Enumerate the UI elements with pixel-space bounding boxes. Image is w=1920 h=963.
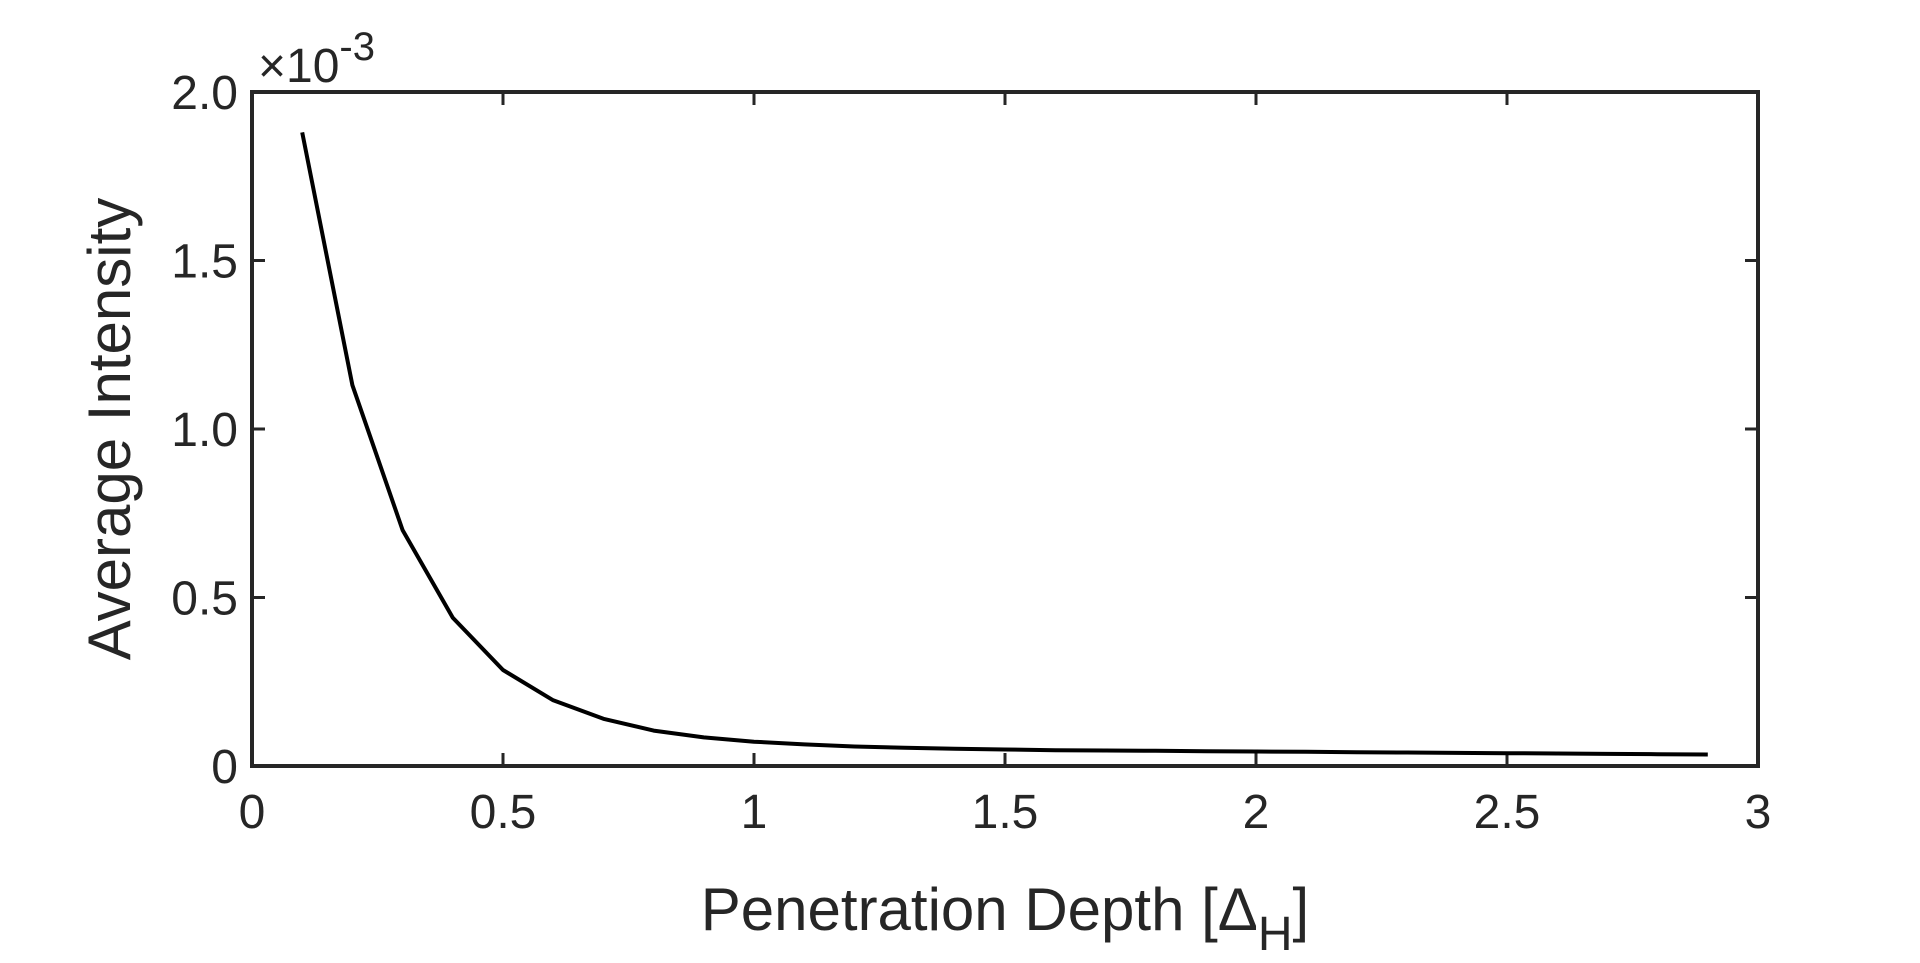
x-tick-label: 3 (1745, 786, 1772, 839)
x-tick-label: 2.5 (1474, 786, 1541, 839)
x-tick-label: 0 (239, 786, 266, 839)
x-axis-label-subscript: H (1258, 908, 1293, 961)
y-axis-label: Average Intensity (76, 198, 143, 661)
y-tick-label: 1.0 (171, 404, 238, 457)
y-tick-labels: 0 0.5 1.0 1.5 2.0 (171, 67, 238, 794)
x-tick-label: 0.5 (470, 786, 537, 839)
x-axis-label: Penetration Depth [ΔH] (701, 876, 1309, 961)
y-tick-label: 0 (211, 741, 238, 794)
y-tick-label: 1.5 (171, 236, 238, 289)
x-tick-label: 1 (741, 786, 768, 839)
x-tick-labels: 0 0.5 1 1.5 2 2.5 3 (239, 786, 1772, 839)
x-tick-label: 1.5 (972, 786, 1039, 839)
plot-area (252, 92, 1758, 766)
y-exponent-power: -3 (339, 25, 375, 69)
x-axis-label-close: ] (1293, 876, 1310, 943)
x-tick-label: 2 (1243, 786, 1270, 839)
y-exponent-label: ×10-3 (258, 25, 375, 93)
y-exponent-base: ×10 (258, 40, 339, 93)
series-line (300, 132, 1708, 757)
y-tick-label: 2.0 (171, 67, 238, 120)
plot-frame (250, 90, 1760, 768)
y-tick-label: 0.5 (171, 573, 238, 626)
x-axis-label-main: Penetration Depth [Δ (701, 876, 1258, 943)
